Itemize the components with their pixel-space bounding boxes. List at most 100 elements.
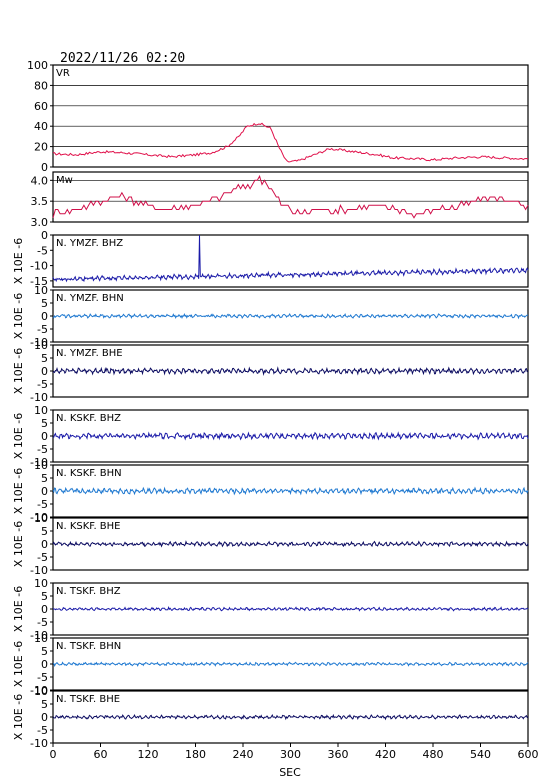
- y-tick-label: 10: [34, 459, 48, 472]
- y-tick-label: -5: [37, 616, 48, 629]
- y-tick-label: 0: [41, 365, 48, 378]
- unit-label: X 10E -6: [12, 413, 25, 459]
- x-tick-label: 120: [138, 748, 159, 761]
- y-tick-label: -10: [30, 511, 48, 524]
- y-tick-label: -10: [30, 336, 48, 349]
- y-tick-label: 5: [41, 297, 48, 310]
- y-tick-label: 0: [41, 430, 48, 443]
- unit-label: X 10E -6: [12, 468, 25, 514]
- series-line-8: [52, 606, 529, 612]
- series-line-9: [52, 661, 529, 667]
- y-tick-label: 10: [34, 512, 48, 525]
- x-tick-label: 480: [423, 748, 444, 761]
- panel-title-4: N. YMZF. BHE: [56, 348, 123, 359]
- y-tick-label: -5: [37, 671, 48, 684]
- y-tick-label: -10: [30, 684, 48, 697]
- y-tick-label: 0: [41, 310, 48, 323]
- y-tick-label: 80: [34, 79, 48, 92]
- y-tick-label: 0: [41, 603, 48, 616]
- y-tick-label: 20: [34, 141, 48, 154]
- panel-title-0: VR: [56, 68, 70, 79]
- y-tick-label: 0: [41, 538, 48, 551]
- panel-frame-2: [52, 234, 529, 288]
- y-tick-label: 5: [41, 698, 48, 711]
- y-tick-label: -10: [30, 456, 48, 469]
- unit-label: X 10E -6: [12, 521, 25, 567]
- x-axis: 0 60 120 180 240 300 360 420 480 540 600: [50, 743, 539, 761]
- panel-title-10: N. TSKF. BHE: [56, 694, 120, 705]
- unit-label: X 10E -6: [12, 586, 25, 632]
- series-line-1: [52, 174, 529, 219]
- x-tick-label: 540: [470, 748, 491, 761]
- y-tick-label: -5: [37, 551, 48, 564]
- y-tick-label: -5: [37, 323, 48, 336]
- panel-title-5: N. KSKF. BHZ: [56, 413, 121, 424]
- y-tick-label: 0: [41, 229, 48, 242]
- x-tick-label: 60: [94, 748, 108, 761]
- panel-title-3: N. YMZF. BHN: [56, 293, 124, 304]
- panel-title-2: N. YMZF. BHZ: [56, 238, 123, 249]
- y-tick-label: 5: [41, 525, 48, 538]
- y-tick-label: -10: [30, 629, 48, 642]
- y-tick-label: 10: [34, 284, 48, 297]
- y-tick-label: -10: [30, 737, 48, 750]
- y-tick-label: 10: [34, 685, 48, 698]
- panel-title-6: N. KSKF. BHN: [56, 468, 122, 479]
- y-tick-label: 0: [41, 711, 48, 724]
- unit-label: X 10E -6: [12, 293, 25, 339]
- header-datetime: 2022/11/26 02:20: [60, 51, 185, 66]
- y-tick-label: 5: [41, 472, 48, 485]
- y-tick-label: -15: [30, 275, 48, 288]
- y-tick-label: 5: [41, 590, 48, 603]
- y-tick-label: -5: [37, 378, 48, 391]
- y-tick-label: 0: [41, 658, 48, 671]
- x-tick-label: 300: [280, 748, 301, 761]
- y-tick-label: -5: [37, 724, 48, 737]
- series-line-0: [53, 122, 529, 163]
- series-line-3: [52, 312, 529, 320]
- x-tick-label: 0: [50, 748, 57, 761]
- unit-label: X 10E -6: [12, 694, 25, 740]
- unit-label: X 10E -6: [12, 238, 25, 284]
- y-tick-label: -5: [37, 443, 48, 456]
- y-tick-label: 10: [34, 632, 48, 645]
- y-tick-label: 5: [41, 417, 48, 430]
- y-tick-label: 0: [41, 161, 48, 174]
- y-tick-label: -10: [30, 564, 48, 577]
- y-tick-label: 10: [34, 339, 48, 352]
- y-tick-label: -10: [30, 260, 48, 273]
- x-tick-label: 180: [185, 748, 206, 761]
- x-tick-label: 360: [328, 748, 349, 761]
- panel-title-8: N. TSKF. BHZ: [56, 586, 121, 597]
- y-tick-label: 3.0: [31, 216, 49, 229]
- x-axis-label: SEC: [279, 766, 301, 779]
- x-tick-label: 420: [375, 748, 396, 761]
- y-tick-label: 10: [34, 577, 48, 590]
- y-tick-label: -5: [37, 244, 48, 257]
- y-tick-label: 40: [34, 120, 48, 133]
- y-tick-label: 3.5: [31, 195, 49, 208]
- series-line-7: [52, 540, 529, 548]
- y-tick-label: 60: [34, 100, 48, 113]
- y-tick-label: 10: [34, 404, 48, 417]
- unit-label: X 10E -6: [12, 641, 25, 687]
- panel-title-7: N. KSKF. BHE: [56, 521, 121, 532]
- y-tick-label: -5: [37, 498, 48, 511]
- panel-title-1: Mw: [56, 175, 73, 186]
- y-tick-label: -10: [30, 391, 48, 404]
- panel-frame-1: [52, 171, 529, 223]
- y-tick-label: 4.0: [31, 174, 49, 187]
- panel-frame-0: [52, 64, 529, 168]
- series-line-2: [52, 234, 529, 283]
- series-line-10: [52, 713, 529, 721]
- y-tick-label: 5: [41, 645, 48, 658]
- x-tick-label: 600: [518, 748, 539, 761]
- series-line-5: [53, 431, 529, 441]
- unit-label: X 10E -6: [12, 348, 25, 394]
- panel-frame-6: [52, 464, 529, 518]
- y-tick-label: 100: [27, 59, 48, 72]
- x-tick-label: 240: [233, 748, 254, 761]
- series-line-4: [52, 366, 529, 376]
